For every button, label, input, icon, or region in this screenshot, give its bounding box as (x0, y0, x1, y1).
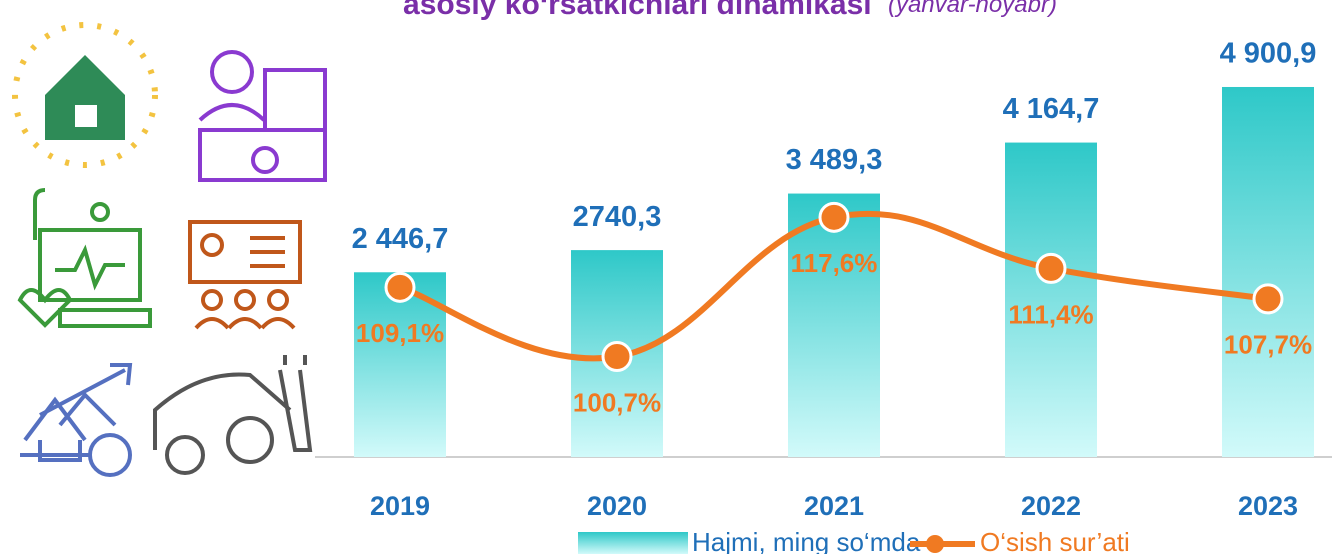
bar-value-label: 4 900,9 (1220, 38, 1317, 70)
legend-swatch (578, 532, 688, 554)
bar (1222, 87, 1314, 457)
car-icon (155, 355, 310, 473)
legend: Hajmi, ming so‘mda O‘sish sur’ati (578, 527, 1130, 554)
line-value-label: 109,1% (356, 318, 444, 348)
teacher-icon (190, 222, 300, 328)
line-marker (603, 343, 631, 371)
line-value-label: 100,7% (573, 387, 661, 417)
line-value-label: 107,7% (1224, 330, 1312, 360)
line-marker (820, 203, 848, 231)
bar-value-label: 3 489,3 (786, 144, 883, 176)
line-value-label: 117,6% (791, 248, 878, 278)
legend-label: Hajmi, ming so‘mda (692, 527, 921, 554)
icons (15, 25, 325, 475)
x-tick-label: 2020 (587, 491, 647, 521)
line-marker (1254, 285, 1282, 313)
legend-marker (926, 535, 944, 553)
bar-value-label: 2740,3 (573, 201, 662, 233)
x-tick-label: 2023 (1238, 491, 1298, 521)
property-icon (20, 365, 130, 475)
x-tick-label: 2019 (370, 491, 430, 521)
bar-value-label: 4 164,7 (1003, 93, 1100, 125)
chart: asosiy ko‘rsatkichlari dinamikasi (yanva… (0, 0, 1332, 554)
chart-title: asosiy ko‘rsatkichlari dinamikasi (403, 0, 872, 21)
chart-subtitle: (yanvar-noyabr) (888, 0, 1057, 18)
x-tick-label: 2021 (804, 491, 864, 521)
bar (788, 194, 880, 457)
line-value-label: 111,4% (1008, 299, 1093, 329)
legend-label: O‘sish sur’ati (980, 527, 1130, 554)
line-marker (386, 273, 414, 301)
line-marker (1037, 254, 1065, 282)
medical-icon (20, 190, 150, 326)
chart-title-line: asosiy ko‘rsatkichlari dinamikasi (yanva… (403, 0, 1057, 21)
seller-icon (200, 52, 325, 180)
house-icon (15, 25, 155, 165)
bar-value-label: 2 446,7 (352, 223, 449, 255)
x-tick-label: 2022 (1021, 491, 1081, 521)
